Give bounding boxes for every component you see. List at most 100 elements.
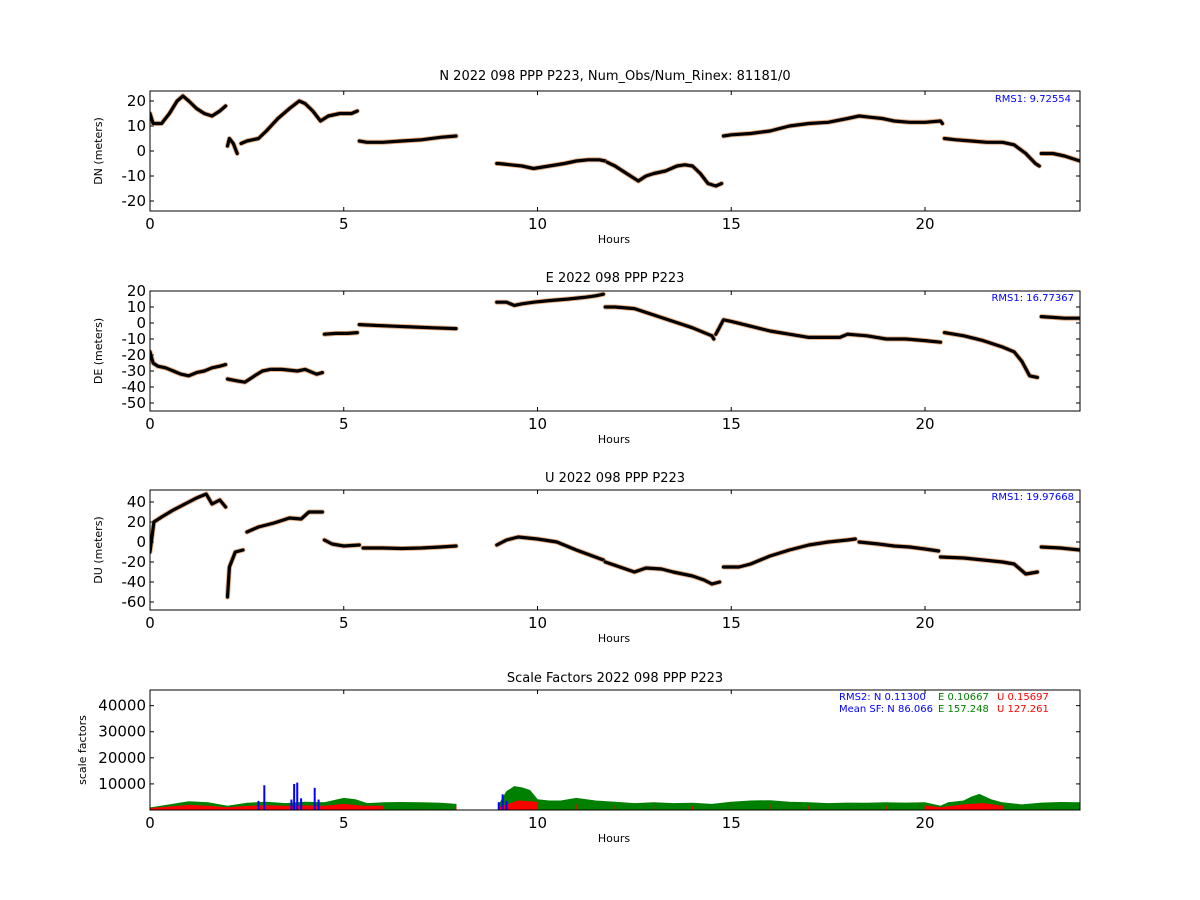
north-ytick-label: 0	[136, 142, 146, 160]
up-series-group	[150, 491, 1080, 600]
north-ylabel: DN (meters)	[92, 117, 105, 185]
east-series-segment-4	[495, 292, 605, 307]
up-xtick-label: 5	[339, 614, 349, 632]
north-plot-layer: 0 5 10 15 20 -20 -10 0 10 20	[122, 91, 1080, 233]
up-series-segment-9	[938, 555, 1039, 576]
up-xtick-label: 20	[915, 614, 934, 632]
up-series-segment-7	[721, 537, 857, 569]
east-series-group	[150, 291, 1080, 385]
scale-series-E	[149, 786, 1081, 811]
east-xtick-label: 20	[915, 415, 934, 433]
scale-plot-layer: 0 5 10 15 20 10000 20000 30000 40000	[98, 690, 1081, 832]
scale-ytick-label: 10000	[98, 775, 146, 793]
up-series-segment-5	[495, 535, 605, 562]
up-ytick-label: 0	[136, 533, 146, 551]
up-series-segment-10	[1039, 545, 1080, 552]
north-series-group	[150, 93, 1080, 189]
north-xtick-label: 10	[528, 215, 547, 233]
scale-series-U	[149, 800, 1081, 811]
east-title: E 2022 098 PPP P223	[546, 271, 685, 286]
east-xtick-label: 5	[339, 415, 349, 433]
scale-xtick-label: 15	[722, 814, 741, 832]
panel-north: 0 5 10 15 20 -20 -10 0 10 20 N 2022 098 PPP P223,…	[92, 69, 1081, 246]
up-series-segment-0	[150, 492, 228, 554]
north-series-segment-1	[225, 136, 239, 156]
north-ytick-label: -10	[122, 167, 147, 185]
up-ytick-label: 40	[127, 493, 146, 511]
scale-legend-text: RMS2: N 0.11300	[839, 692, 926, 703]
up-xtick-label: 0	[145, 614, 155, 632]
north-series-segment-3	[357, 134, 458, 144]
up-rms-annotation: RMS1: 19.97668	[991, 492, 1074, 503]
scale-legend-text: U 127.261	[997, 704, 1049, 715]
up-ytick-label: -60	[122, 593, 147, 611]
east-series-segment-8	[1039, 315, 1080, 320]
east-ylabel: DE (meters)	[92, 318, 105, 384]
scale-legend-text: Mean SF: N 86.066	[839, 704, 933, 715]
up-plot-layer: 0 5 10 15 20 -60 -40 -20 0 20 40	[122, 490, 1080, 632]
scale-xtick-label: 0	[145, 814, 155, 832]
east-axes-frame	[149, 290, 1081, 412]
east-ytick-label: -10	[122, 330, 147, 348]
up-series-segment-6	[603, 560, 722, 586]
scale-xtick-label: 5	[339, 814, 349, 832]
east-ytick-label: -20	[122, 346, 147, 364]
up-ytick-label: 20	[127, 513, 146, 531]
up-xlabel: Hours	[598, 632, 630, 645]
east-xtick-label: 0	[145, 415, 155, 433]
up-xtick-label: 15	[722, 614, 741, 632]
north-series-segment-0	[150, 94, 228, 126]
scale-legend-text: E 157.248	[938, 704, 989, 715]
east-ytick-label: -40	[122, 378, 147, 396]
scale-legend-text: U 0.15697	[997, 692, 1049, 703]
east-series-segment-1	[225, 367, 324, 384]
scale-title: Scale Factors 2022 098 PPP P223	[507, 671, 723, 686]
east-series-segment-6	[714, 318, 943, 344]
up-axes-frame	[149, 489, 1081, 611]
north-ytick-label: 20	[127, 92, 146, 110]
north-series-segment-5	[605, 160, 724, 188]
scale-ytick-label: 20000	[98, 749, 146, 767]
scale-ylabel: scale factors	[76, 715, 89, 785]
north-xtick-label: 5	[339, 215, 349, 233]
up-series-segment-8	[857, 540, 941, 553]
north-series-segment-4	[495, 158, 607, 171]
east-series-segment-3	[357, 323, 458, 331]
east-ytick-label: -30	[122, 362, 147, 380]
north-xtick-label: 15	[722, 215, 741, 233]
up-ytick-label: -20	[122, 553, 147, 571]
north-xlabel: Hours	[598, 233, 630, 246]
east-ytick-label: 20	[127, 282, 146, 300]
east-series-segment-7	[942, 331, 1039, 379]
scale-axes-frame	[149, 689, 1081, 811]
up-ylabel: DU (meters)	[92, 516, 105, 583]
north-title: N 2022 098 PPP P223, Num_Obs/Num_Rinex: …	[439, 69, 790, 84]
east-ytick-label: -50	[122, 394, 147, 412]
north-ytick-label: -20	[122, 192, 147, 210]
up-series-segment-4	[361, 544, 458, 551]
east-ytick-label: 0	[136, 314, 146, 332]
north-series-segment-7	[942, 136, 1041, 168]
east-xtick-label: 15	[722, 415, 741, 433]
east-series-segment-5	[603, 305, 716, 341]
up-series-segment-1	[225, 548, 245, 599]
scale-xtick-label: 10	[528, 814, 547, 832]
panel-scale-factors: 0 5 10 15 20 10000 20000 30000 40000 Scale Facto…	[76, 671, 1081, 845]
up-ytick-label: -40	[122, 573, 147, 591]
up-series-segment-3	[322, 538, 361, 548]
panel-up: 0 5 10 15 20 -60 -40 -20 0 20 40 U 2022 098 PPP P2…	[92, 471, 1081, 645]
east-ytick-label: 10	[127, 298, 146, 316]
east-xlabel: Hours	[598, 433, 630, 446]
scale-xlabel: Hours	[598, 832, 630, 845]
up-title: U 2022 098 PPP P223	[545, 471, 685, 486]
up-series-segment-2	[245, 510, 324, 534]
north-axes-frame	[149, 90, 1081, 212]
scale-ytick-label: 30000	[98, 723, 146, 741]
scale-legend-text: E 0.10667	[938, 692, 989, 703]
north-series-segment-6	[721, 114, 944, 138]
north-series-segment-8	[1039, 151, 1080, 163]
scale-xtick-label: 20	[915, 814, 934, 832]
